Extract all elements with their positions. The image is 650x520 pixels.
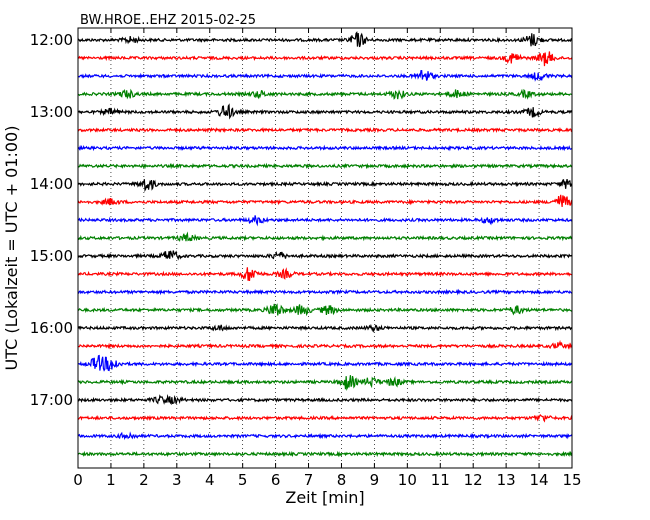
trace-1245 [77, 88, 573, 100]
trace-1600 [77, 323, 573, 333]
trace-1215 [77, 51, 573, 67]
trace-1700 [77, 394, 573, 406]
trace-1230 [77, 70, 573, 82]
x-tick-label: 4 [205, 471, 215, 489]
x-tick-label: 15 [562, 471, 581, 489]
trace-1615 [77, 339, 573, 350]
x-tick-label: 14 [530, 471, 549, 489]
x-tick-label: 6 [271, 471, 281, 489]
trace-1545 [78, 303, 573, 317]
trace-1745 [77, 450, 573, 458]
trace-1300 [77, 103, 573, 120]
trace-1630 [77, 354, 573, 372]
y-axis-label: UTC (Lokalzeit = UTC + 01:00) [2, 126, 21, 371]
y-tick-label: 12:00 [30, 31, 73, 49]
y-tick-label: 15:00 [30, 247, 73, 265]
x-tick-label: 0 [73, 471, 83, 489]
trace-1400 [77, 178, 573, 193]
trace-1200 [77, 31, 573, 48]
trace-layer [77, 31, 573, 458]
chart-title: BW.HROE..EHZ 2015-02-25 [80, 13, 256, 28]
x-tick-label: 3 [172, 471, 182, 489]
trace-1530 [77, 288, 573, 296]
trace-1715 [77, 413, 573, 423]
trace-1315 [77, 126, 573, 134]
trace-1500 [77, 250, 573, 261]
plot-background [78, 28, 572, 468]
y-tick-label: 13:00 [30, 103, 73, 121]
tick-layer: 0 1 2 3 4 5 6 7 8 9 10 11 12 13 14 1512:0013:0014:0015:… [30, 28, 582, 489]
x-tick-label: 1 [106, 471, 116, 489]
x-tick-label: 2 [139, 471, 149, 489]
trace-1415 [77, 194, 573, 207]
x-tick-label: 12 [464, 471, 483, 489]
grid-layer [110, 28, 540, 468]
x-tick-label: 5 [238, 471, 248, 489]
x-tick-label: 11 [431, 471, 450, 489]
x-axis-label: Zeit [min] [285, 488, 364, 507]
x-tick-label: 8 [337, 471, 347, 489]
trace-1515 [77, 267, 573, 282]
x-tick-label: 10 [398, 471, 417, 489]
x-tick-label: 13 [497, 471, 516, 489]
y-tick-label: 17:00 [30, 391, 73, 409]
plot-frame [77, 27, 573, 469]
trace-1445 [77, 231, 573, 243]
y-tick-label: 16:00 [30, 319, 73, 337]
trace-1330 [77, 144, 573, 152]
trace-1730 [77, 431, 573, 441]
y-tick-label: 14:00 [30, 175, 73, 193]
trace-1645 [77, 375, 573, 392]
x-tick-label: 9 [370, 471, 380, 489]
x-tick-label: 7 [304, 471, 314, 489]
trace-1345 [77, 162, 573, 170]
trace-1430 [77, 215, 573, 227]
